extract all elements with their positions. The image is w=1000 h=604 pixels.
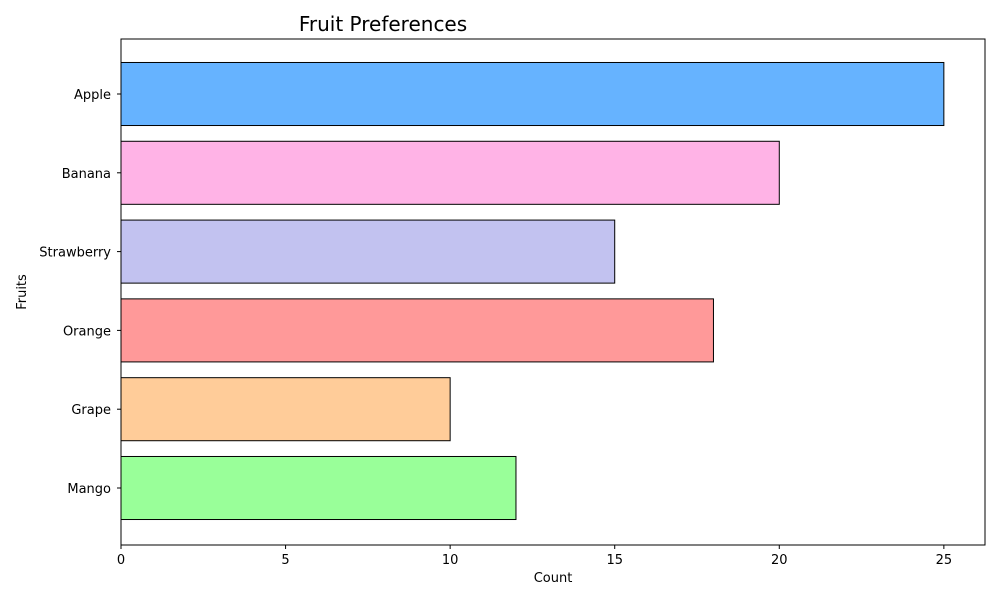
x-axis-ticks: 0 5 10 15 20 25: [117, 545, 952, 568]
x-tick-label: 10: [442, 553, 459, 568]
bar-grape: [120, 377, 451, 442]
x-tick-label: 15: [606, 553, 623, 568]
x-tick-label: 5: [281, 553, 289, 568]
y-axis-ticks: Apple Banana Strawberry Orange Grape Mango: [39, 88, 121, 497]
y-axis-label: Fruits: [15, 274, 30, 310]
bars-layer: [120, 61, 945, 521]
x-axis-label: Count: [534, 571, 573, 586]
bar-orange: [120, 298, 714, 363]
plot-frame: [120, 38, 986, 546]
bar-apple: [120, 61, 945, 127]
y-tick-label: Banana: [62, 167, 111, 182]
y-tick-label: Orange: [63, 324, 111, 339]
chart-title: Fruit Preferences: [299, 12, 467, 36]
bar-mango: [120, 455, 517, 521]
y-tick-label: Apple: [74, 88, 111, 103]
x-tick-label: 20: [771, 553, 788, 568]
y-tick-label: Grape: [71, 403, 111, 418]
y-tick-label: Strawberry: [39, 246, 111, 261]
x-tick-label: 25: [936, 553, 953, 568]
bar-banana: [120, 140, 780, 205]
y-tick-label: Mango: [67, 482, 111, 497]
x-tick-label: 0: [117, 553, 125, 568]
bar-strawberry: [120, 219, 616, 284]
